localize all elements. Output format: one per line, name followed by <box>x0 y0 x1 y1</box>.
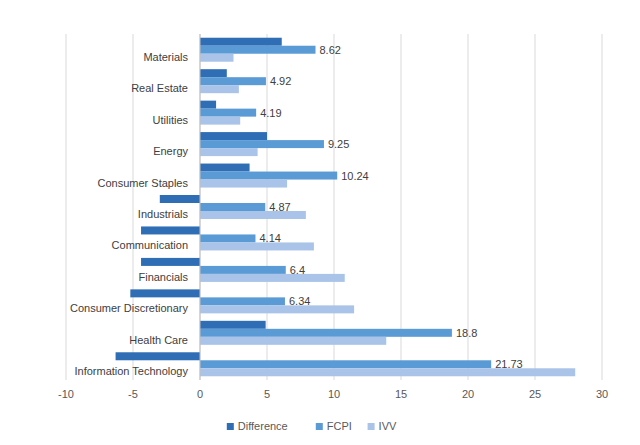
chart: -10 -5 0 5 10 15 20 25 30 8.62 4.92 4.19 9.25 10.24 4.… <box>0 0 640 445</box>
grid-line <box>200 34 201 380</box>
grid-line <box>66 34 67 380</box>
bar <box>200 109 256 117</box>
grid-line <box>401 34 402 380</box>
bar <box>200 69 227 77</box>
tick-label: 15 <box>395 388 407 400</box>
category-label: Materials <box>143 51 188 63</box>
category-label: Consumer Discretionary <box>70 302 188 314</box>
data-label: 4.14 <box>259 232 280 244</box>
legend-label: FCPI <box>327 420 352 432</box>
bar <box>116 352 200 360</box>
tick-label: 25 <box>529 388 541 400</box>
category-label: Consumer Staples <box>98 177 189 189</box>
grid-line <box>334 34 335 380</box>
bar <box>200 242 314 250</box>
bar <box>200 266 286 274</box>
bar <box>200 148 258 156</box>
category-label: Real Estate <box>131 82 188 94</box>
tick-label: -5 <box>128 388 138 400</box>
category-label: Industrials <box>138 208 189 220</box>
tick-label: -10 <box>58 388 74 400</box>
bars <box>116 38 576 377</box>
bar <box>141 258 200 266</box>
bar <box>200 305 354 313</box>
bar <box>200 164 250 172</box>
data-labels: 8.62 4.92 4.19 9.25 10.24 4.87 4.14 6.4 6.34 18.8… <box>259 44 522 371</box>
bar <box>200 117 240 125</box>
data-label: 9.25 <box>328 138 349 150</box>
bar <box>200 132 267 140</box>
bar <box>200 329 452 337</box>
legend-swatch <box>368 423 375 430</box>
bar <box>200 172 337 180</box>
category-label: Communication <box>112 239 188 251</box>
bar <box>200 360 491 368</box>
legend-label: IVV <box>379 420 397 432</box>
bar <box>200 101 216 109</box>
grid <box>66 34 602 380</box>
category-label: Information Technology <box>74 365 188 377</box>
grid-line <box>535 34 536 380</box>
bar <box>200 46 316 54</box>
data-label: 10.24 <box>341 170 369 182</box>
tick-label: 30 <box>596 388 608 400</box>
legend-label: Difference <box>238 420 288 432</box>
bar <box>200 234 255 242</box>
bar <box>200 297 285 305</box>
data-label: 8.62 <box>320 44 341 56</box>
data-label: 18.8 <box>456 327 477 339</box>
bar <box>200 77 266 85</box>
bar <box>200 337 386 345</box>
tick-label: 0 <box>197 388 203 400</box>
bar <box>200 54 234 62</box>
legend-swatch <box>227 423 234 430</box>
bar <box>200 38 282 46</box>
category-axis <box>200 34 201 380</box>
tick-label: 5 <box>264 388 270 400</box>
data-label: 21.73 <box>495 358 523 370</box>
tick-label: 20 <box>462 388 474 400</box>
data-label: 4.19 <box>260 107 281 119</box>
data-label: 4.92 <box>270 75 291 87</box>
bar <box>160 195 200 203</box>
bar <box>200 203 265 211</box>
bar <box>200 274 345 282</box>
data-label: 6.34 <box>289 295 310 307</box>
legend: Difference FCPI IVV <box>227 420 397 432</box>
bar <box>200 140 324 148</box>
grid-line <box>602 34 603 380</box>
category-label: Health Care <box>129 334 188 346</box>
bar <box>130 289 200 297</box>
data-label: 4.87 <box>269 201 290 213</box>
bar <box>200 85 239 93</box>
category-label: Energy <box>153 145 188 157</box>
tick-label: 10 <box>328 388 340 400</box>
bar <box>141 226 200 234</box>
chart-container: -10 -5 0 5 10 15 20 25 30 8.62 4.92 4.19 9.25 10.24 4.… <box>0 0 640 445</box>
grid-line <box>267 34 268 380</box>
legend-swatch <box>316 423 323 430</box>
category-label: Financials <box>138 271 188 283</box>
bar <box>200 180 287 188</box>
category-label: Utilities <box>153 114 189 126</box>
bar <box>200 321 266 329</box>
data-label: 6.4 <box>290 264 305 276</box>
